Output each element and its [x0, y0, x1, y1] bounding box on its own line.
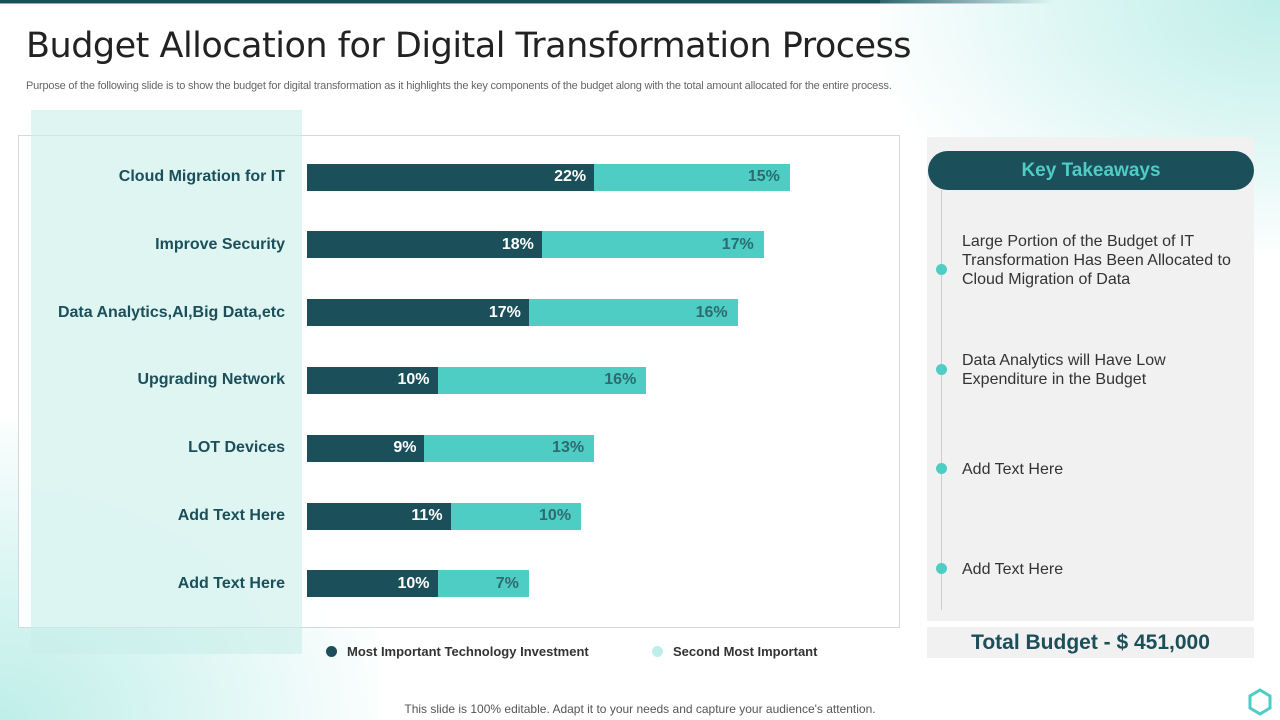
data-label: 16% [604, 371, 637, 389]
bar-secondary: 17% [541, 231, 764, 259]
data-label: 18% [501, 235, 534, 253]
takeaway-item: Large Portion of the Budget of IT Transf… [962, 233, 1231, 288]
legend-label: Second Most Important [673, 644, 818, 659]
bar-secondary: 7% [437, 570, 529, 598]
bullet-icon [936, 264, 947, 275]
bullet-icon [936, 563, 947, 574]
bar-secondary: 10% [450, 502, 582, 530]
category-label: Data Analytics,AI,Big Data,etc [57, 303, 285, 321]
bullet-icon [936, 463, 947, 474]
data-label: 13% [552, 439, 585, 457]
data-label: 15% [747, 168, 780, 185]
bar-primary: 18% [307, 231, 542, 259]
takeaway-item: Add Text Here [962, 461, 1064, 478]
data-label: 16% [695, 303, 728, 321]
total-budget: Total Budget - $ 451,000 [927, 627, 1254, 658]
bar-primary: 17% [307, 299, 529, 327]
legend-label: Most Important Technology Investment [347, 644, 589, 659]
category-label-panel [31, 110, 302, 654]
timeline-line [941, 190, 942, 610]
data-label: 7% [495, 574, 519, 592]
page-title: Budget Allocation for Digital Transforma… [26, 26, 912, 66]
category-label: Cloud Migration for IT [118, 168, 285, 185]
bar-primary: 10% [307, 570, 438, 598]
legend-dot [652, 646, 663, 657]
gear-icon [1248, 688, 1272, 716]
bar-secondary: 13% [424, 434, 595, 462]
data-label: 10% [397, 371, 430, 389]
bar-primary: 9% [307, 434, 425, 462]
data-label: 10% [539, 507, 572, 524]
legend-dot [326, 646, 337, 657]
data-label: 9% [393, 439, 417, 457]
key-takeaways-heading: Key Takeaways [928, 151, 1254, 190]
bar-secondary: 15% [594, 163, 790, 191]
bar-secondary: 16% [528, 299, 738, 327]
bar-primary: 10% [307, 366, 438, 394]
bar-primary: 22% [307, 163, 595, 191]
category-label: Add Text Here [177, 574, 285, 592]
legend-item-secondary: Second Most Important [652, 644, 817, 659]
data-label: 17% [488, 303, 521, 321]
bullet-icon [936, 364, 947, 375]
data-label: 10% [397, 574, 430, 592]
category-label: LOT Devices [188, 439, 285, 457]
takeaway-item: Add Text Here [962, 561, 1064, 578]
data-label: 17% [721, 235, 754, 253]
key-takeaways-panel [927, 137, 1254, 621]
footer-note: This slide is 100% editable. Adapt it to… [404, 702, 876, 716]
top-accent-bar [0, 0, 1280, 4]
data-label: 11% [411, 507, 443, 524]
data-label: 22% [554, 168, 587, 185]
legend-item-primary: Most Important Technology Investment [326, 644, 589, 659]
page-subtitle: Purpose of the following slide is to sho… [26, 80, 892, 92]
category-label: Upgrading Network [137, 371, 285, 389]
bar-secondary: 16% [437, 366, 647, 394]
category-label: Improve Security [155, 235, 285, 253]
bar-primary: 11% [307, 502, 451, 530]
category-label: Add Text Here [177, 507, 285, 524]
takeaway-item: Data Analytics will Have Low Expenditure… [962, 352, 1166, 388]
